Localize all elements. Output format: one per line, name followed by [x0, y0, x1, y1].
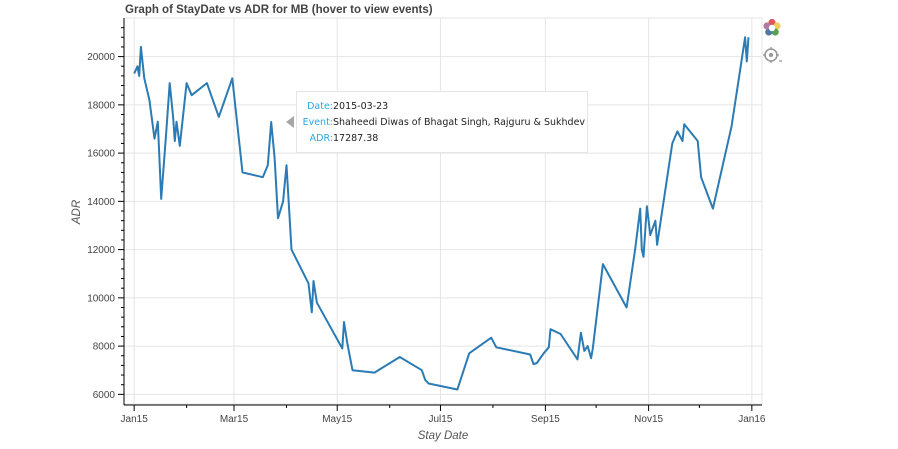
x-tick-label: Jul15 — [429, 414, 453, 425]
tooltip-pointer — [286, 116, 294, 128]
hover-inspect-icon[interactable] — [762, 46, 782, 66]
chart-title: Graph of StayDate vs ADR for MB (hover t… — [125, 4, 433, 16]
tooltip-row-adr: ADR:17287.38 — [297, 131, 587, 147]
tooltip-row-event: Event:Shaheedi Diwas of Bhagat Singh, Ra… — [297, 115, 587, 131]
y-tick-label: 18000 — [87, 100, 115, 111]
tooltip-event-key: Event: — [302, 117, 333, 128]
x-tick-label: Sep15 — [531, 414, 560, 425]
ticks: 6000 8000 10000 12000 14000 16000 18000 20000 Ja… — [87, 27, 766, 425]
tooltip-date-value: 2015-03-23 — [333, 101, 389, 112]
axes — [123, 17, 763, 406]
series — [133, 36, 750, 391]
grid — [124, 18, 762, 404]
tooltip-adr-key: ADR: — [309, 133, 333, 144]
y-tick-label: 20000 — [87, 52, 115, 63]
y-tick-label: 16000 — [87, 149, 115, 160]
tooltip-row-date: Date:2015-03-23 — [297, 99, 587, 115]
adr-series-line[interactable] — [133, 36, 750, 391]
tooltip-adr-value: 17287.38 — [333, 133, 379, 144]
hover-tooltip: Date:2015-03-23 Event:Shaheedi Diwas of … — [296, 91, 588, 153]
x-tick-label: Mar15 — [220, 414, 249, 425]
x-tick-label: Jan15 — [121, 414, 149, 425]
chart-toolbar — [762, 18, 784, 74]
x-tick-label: May15 — [322, 414, 352, 425]
y-tick-label: 12000 — [87, 245, 115, 256]
y-tick-label: 6000 — [93, 390, 116, 401]
tooltip-event-value: Shaheedi Diwas of Bhagat Singh, Rajguru … — [333, 117, 586, 128]
x-tick-label: Jan16 — [738, 414, 766, 425]
tooltip-date-key: Date: — [307, 101, 333, 112]
x-axis-label: Stay Date — [418, 430, 469, 442]
bokeh-logo-icon[interactable] — [762, 18, 782, 38]
y-tick-label: 10000 — [87, 293, 115, 304]
y-axis-label: ADR — [71, 200, 83, 225]
x-tick-label: Nov15 — [634, 414, 663, 425]
y-tick-label: 14000 — [87, 197, 115, 208]
y-tick-label: 8000 — [93, 342, 116, 353]
